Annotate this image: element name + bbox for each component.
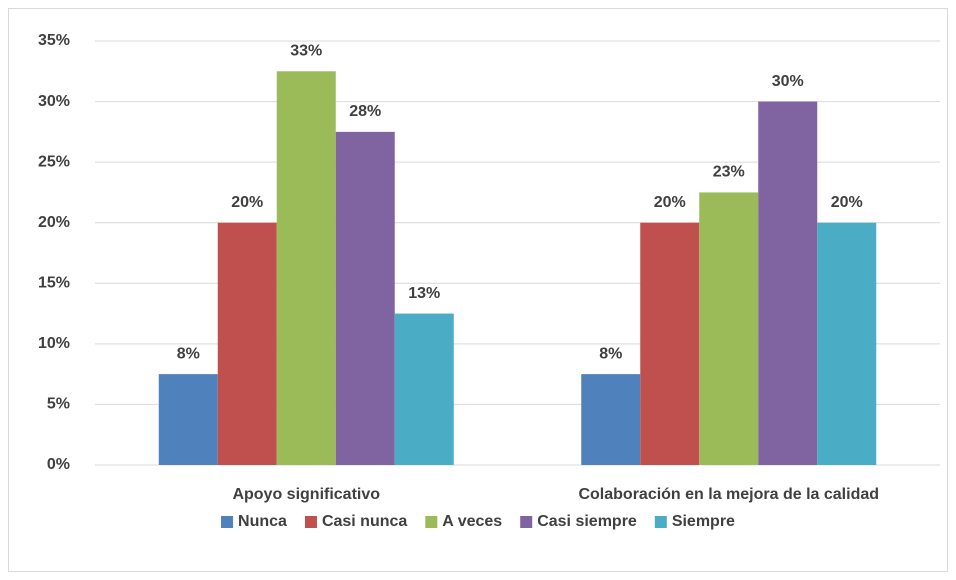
bar [758, 101, 818, 466]
bar [158, 374, 218, 465]
data-label: 8% [599, 345, 622, 362]
bar [581, 374, 641, 465]
x-tick-label: Colaboración en la mejora de la calidad [578, 486, 879, 503]
y-tick-label: 25% [38, 153, 70, 170]
bar [276, 71, 336, 466]
bar [640, 222, 700, 465]
legend-swatch [304, 516, 317, 528]
legend-label: A veces [442, 513, 502, 530]
data-label: 30% [772, 73, 804, 90]
y-tick-label: 0% [47, 456, 70, 473]
y-tick-label: 35% [38, 32, 70, 49]
data-label: 8% [177, 345, 200, 362]
bar [699, 192, 759, 465]
legend-label: Siempre [672, 513, 735, 530]
y-tick-label: 5% [47, 396, 70, 413]
data-label: 23% [713, 164, 745, 181]
data-label: 20% [231, 194, 263, 211]
legend-swatch [425, 516, 438, 528]
y-tick-label: 10% [38, 335, 70, 352]
legend-label: Nunca [238, 513, 287, 530]
legend-swatch [520, 516, 533, 528]
x-tick-label: Apoyo significativo [232, 486, 380, 503]
bar [217, 222, 277, 465]
data-label: 28% [349, 103, 381, 120]
data-label: 20% [831, 194, 863, 211]
bar [394, 313, 454, 465]
data-label: 13% [408, 285, 440, 302]
y-tick-label: 30% [38, 93, 70, 110]
bar [817, 222, 877, 465]
data-label: 33% [290, 43, 322, 60]
y-tick-label: 15% [38, 275, 70, 292]
bar [335, 131, 395, 465]
legend-swatch [654, 516, 667, 528]
y-tick-label: 20% [38, 214, 70, 231]
legend-label: Casi nunca [322, 513, 407, 530]
legend-label: Casi siempre [537, 513, 637, 530]
data-label: 20% [654, 194, 686, 211]
legend-swatch [221, 516, 234, 528]
